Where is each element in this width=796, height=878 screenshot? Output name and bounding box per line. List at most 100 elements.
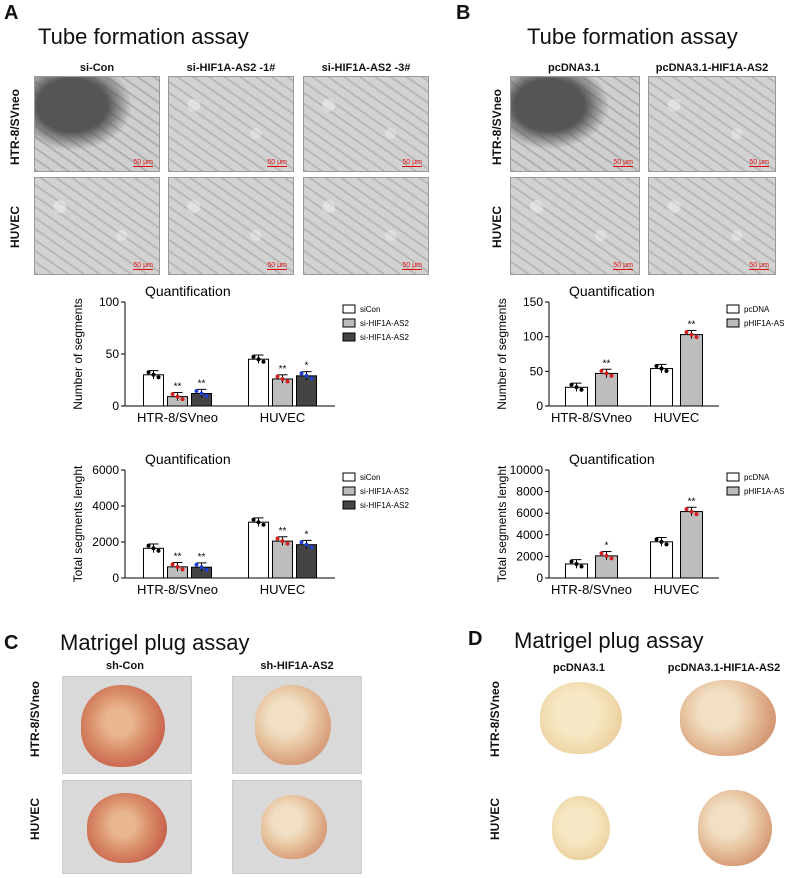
data-point — [204, 394, 209, 399]
x-tick-label: HUVEC — [654, 410, 700, 425]
micrograph-b-htr-phif: 50 μm — [648, 76, 776, 172]
data-point — [175, 394, 180, 399]
legend-label: siCon — [360, 473, 380, 482]
panel-label-a: A — [4, 2, 19, 24]
y-tick-label: 0 — [112, 399, 119, 413]
legend-label: siCon — [360, 305, 380, 314]
x-tick-label: HTR-8/SVneo — [137, 410, 218, 425]
data-point — [599, 368, 604, 373]
data-point — [170, 392, 175, 397]
panel-b-title: Tube formation assay — [527, 24, 738, 49]
bar — [595, 372, 618, 407]
plug-d-huvec-phif — [698, 790, 772, 866]
y-axis-label: Number of segments — [495, 298, 509, 409]
legend-label: pcDNA — [744, 305, 770, 314]
data-point — [694, 512, 699, 517]
panel-d-col-1: pcDNA3.1 — [553, 662, 605, 674]
legend-swatch — [726, 472, 740, 482]
legend-swatch — [342, 486, 356, 496]
micrograph-a-huvec-si3: 50 μm — [303, 177, 429, 275]
significance-label: ** — [279, 364, 287, 375]
panel-a-col-2: si-HIF1A-AS2 -1# — [186, 62, 276, 74]
plug-d-htr-pcdna — [540, 682, 622, 754]
panel-b-row-1: HTR-8/SVneo — [490, 89, 504, 166]
chart-a-length: Quantification Total segments lenght 0 2000… — [71, 451, 410, 597]
data-point — [659, 539, 664, 544]
data-point — [309, 376, 314, 381]
y-tick-label: 50 — [530, 364, 544, 378]
data-point — [654, 364, 659, 369]
data-point — [199, 565, 204, 570]
micrograph-a-htr-sicon: 50 μm — [34, 76, 160, 172]
legend-label: si-HIF1A-AS2 -1# — [360, 319, 410, 328]
panel-c-col-1: sh-Con — [106, 660, 144, 672]
panel-c-title: Matrigel plug assay — [60, 630, 250, 655]
micrograph-b-huvec-phif: 50 μm — [648, 177, 776, 275]
panel-b-row-2: HUVEC — [490, 206, 504, 249]
panel-label-c: C — [4, 632, 19, 654]
data-point — [175, 564, 180, 569]
y-tick-label: 6000 — [92, 463, 119, 477]
significance-label: ** — [688, 319, 696, 330]
significance-label: ** — [603, 358, 611, 369]
x-tick-label: HUVEC — [260, 582, 306, 597]
y-tick-label: 8000 — [516, 485, 543, 499]
y-tick-label: 0 — [536, 571, 543, 585]
data-point — [251, 517, 256, 522]
data-point — [689, 332, 694, 337]
data-point — [170, 562, 175, 567]
panel-c-row-1: HTR-8/SVneo — [28, 681, 42, 758]
plug-c-htr-shhif — [232, 676, 362, 774]
legend-label: si-HIF1A-AS2 -3# — [360, 501, 410, 510]
data-point — [309, 545, 314, 550]
panel-a-col-3: si-HIF1A-AS2 -3# — [321, 62, 411, 74]
legend-swatch — [342, 318, 356, 328]
data-point — [256, 357, 261, 362]
data-point — [151, 546, 156, 551]
x-tick-label: HUVEC — [260, 410, 306, 425]
panel-a-title: Tube formation assay — [38, 24, 249, 49]
plug-c-htr-shcon — [62, 676, 192, 774]
legend-label: pcDNA — [744, 473, 770, 482]
y-tick-label: 6000 — [516, 506, 543, 520]
chart-title: Quantification — [569, 451, 655, 467]
micrograph-b-htr-pcdna: 50 μm — [510, 76, 640, 172]
data-point — [251, 354, 256, 359]
plug-d-htr-phif — [680, 680, 776, 756]
y-tick-label: 100 — [523, 330, 543, 344]
significance-label: ** — [688, 496, 696, 507]
panel-d-col-2: pcDNA3.1-HIF1A-AS2 — [667, 662, 781, 674]
legend-label: si-HIF1A-AS2 -3# — [360, 333, 410, 342]
legend-swatch — [726, 318, 740, 328]
data-point — [261, 359, 266, 364]
data-point — [604, 371, 609, 376]
data-point — [156, 375, 161, 380]
bar — [296, 375, 317, 407]
panel-a-row-2: HUVEC — [8, 206, 22, 249]
micrograph-a-htr-si3: 50 μm — [303, 76, 429, 172]
panel-label-b: B — [456, 2, 471, 24]
data-point — [694, 335, 699, 340]
legend-swatch — [726, 486, 740, 496]
plug-d-huvec-pcdna — [552, 796, 610, 860]
data-point — [256, 520, 261, 525]
significance-label: ** — [198, 378, 206, 389]
data-point — [599, 551, 604, 556]
chart-title: Quantification — [145, 283, 231, 299]
legend-swatch — [342, 472, 356, 482]
chart-title: Quantification — [145, 451, 231, 467]
bar — [248, 358, 269, 407]
data-point — [285, 379, 290, 384]
data-point — [280, 376, 285, 381]
y-tick-label: 50 — [106, 347, 120, 361]
data-point — [664, 542, 669, 547]
data-point — [569, 382, 574, 387]
y-tick-label: 100 — [99, 295, 119, 309]
panel-d-title: Matrigel plug assay — [514, 628, 704, 653]
chart-title: Quantification — [569, 283, 655, 299]
panel-a-row-1: HTR-8/SVneo — [8, 89, 22, 166]
y-axis-label: Total segments lenght — [495, 465, 509, 582]
x-tick-label: HTR-8/SVneo — [551, 410, 632, 425]
x-tick-label: HUVEC — [654, 582, 700, 597]
